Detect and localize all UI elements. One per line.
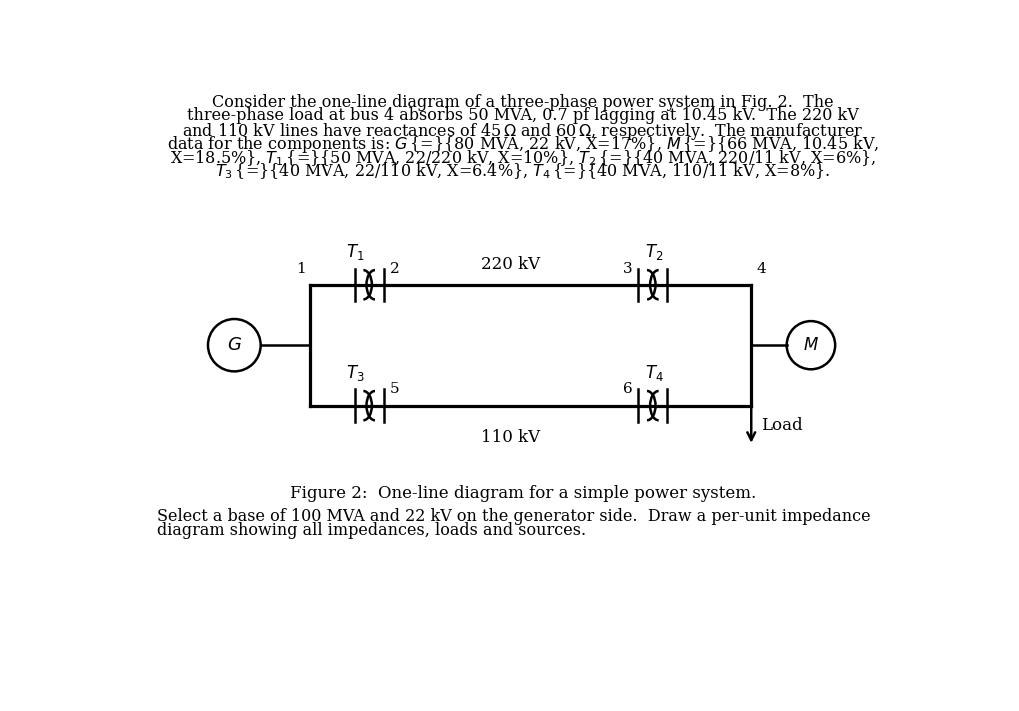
Text: 220 kV: 220 kV (481, 256, 540, 273)
Text: 110 kV: 110 kV (481, 429, 540, 446)
Text: and 110 kV lines have reactances of 45$\,\Omega$ and 60$\,\Omega$, respectively.: and 110 kV lines have reactances of 45$\… (182, 121, 863, 141)
Text: diagram showing all impedances, loads and sources.: diagram showing all impedances, loads an… (157, 522, 586, 538)
Text: 1: 1 (296, 262, 306, 275)
Text: Load: Load (761, 417, 803, 434)
Text: data for the components is: $G\,${=}{80 MVA, 22 kV, X=17%}, $M\,${=}{66 MVA, 10.: data for the components is: $G\,${=}{80 … (166, 134, 878, 155)
Text: Select a base of 100 MVA and 22 kV on the generator side.  Draw a per-unit imped: Select a base of 100 MVA and 22 kV on th… (157, 508, 870, 525)
Text: Figure 2:  One-line diagram for a simple power system.: Figure 2: One-line diagram for a simple … (289, 485, 756, 502)
Text: 3: 3 (623, 262, 632, 275)
Text: 2: 2 (389, 262, 399, 275)
Text: three-phase load at bus 4 absorbs 50 MVA, 0.7 pf lagging at 10.45 kV.  The 220 k: three-phase load at bus 4 absorbs 50 MVA… (186, 107, 858, 124)
Text: $T_4$: $T_4$ (645, 363, 663, 383)
Text: $M$: $M$ (803, 337, 819, 353)
Text: $G$: $G$ (227, 336, 242, 354)
Text: X=18.5%}, $T_1\,${=}{50 MVA, 22/220 kV, X=10%}, $T_2\,${=}{40 MVA, 220/11 kV, X=: X=18.5%}, $T_1\,${=}{50 MVA, 22/220 kV, … (169, 148, 875, 168)
Text: 4: 4 (757, 262, 766, 275)
Text: 5: 5 (389, 383, 399, 397)
Text: Consider the one-line diagram of a three-phase power system in Fig. 2.  The: Consider the one-line diagram of a three… (212, 94, 834, 111)
Text: $T_3\,${=}{40 MVA, 22/110 kV, X=6.4%}, $T_4\,${=}{40 MVA, 110/11 kV, X=8%}.: $T_3\,${=}{40 MVA, 22/110 kV, X=6.4%}, $… (215, 161, 830, 181)
Text: 6: 6 (623, 383, 632, 397)
Text: $T_2$: $T_2$ (645, 242, 663, 262)
Text: $T_1$: $T_1$ (346, 242, 365, 262)
Text: $T_3$: $T_3$ (345, 363, 365, 383)
